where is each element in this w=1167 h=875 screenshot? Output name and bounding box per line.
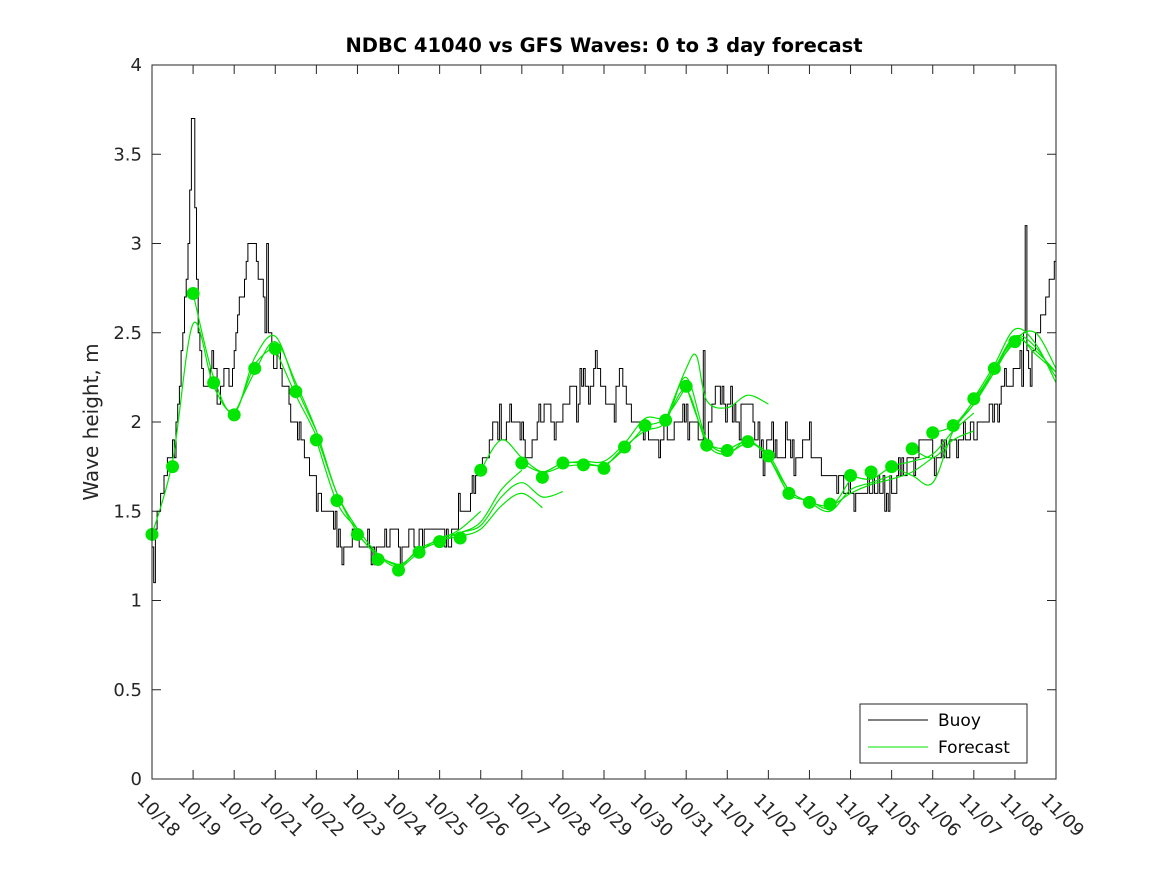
x-tick-label: 11/03: [790, 790, 842, 842]
y-tick-label: 3.5: [113, 144, 142, 165]
forecast-markers: [145, 286, 1022, 577]
forecast-point: [412, 545, 426, 559]
x-tick-label: 10/22: [297, 790, 349, 842]
forecast-point: [720, 444, 734, 458]
forecast-point: [597, 461, 611, 475]
forecast-point: [330, 494, 344, 508]
x-tick-label: 11/07: [954, 790, 1006, 842]
x-tick-label: 10/27: [502, 790, 554, 842]
forecast-point: [885, 460, 899, 474]
y-tick-label: 2: [131, 412, 142, 433]
y-tick-label: 4: [131, 55, 142, 76]
y-axis: 0 0.5 1 1.5 2 2.5 3 3.5 4: [113, 55, 1056, 790]
x-tick-label: 10/18: [132, 790, 184, 842]
forecast-point: [823, 497, 837, 511]
forecast-point: [700, 438, 714, 452]
forecast-point: [946, 419, 960, 433]
forecast-point: [844, 469, 858, 483]
x-tick-label: 10/28: [543, 790, 595, 842]
x-tick-label: 11/01: [708, 790, 760, 842]
x-tick-label: 11/06: [913, 790, 965, 842]
y-tick-label: 1.5: [113, 501, 142, 522]
x-tick-label: 10/29: [584, 790, 636, 842]
forecast-point: [967, 392, 981, 406]
x-tick-label: 10/31: [667, 790, 719, 842]
buoy-series: [152, 118, 1057, 584]
forecast-point: [638, 419, 652, 433]
forecast-point: [618, 440, 632, 454]
plot-area-frame: [151, 64, 1057, 780]
forecast-point: [186, 286, 200, 300]
forecast-point: [659, 413, 673, 427]
forecast-point: [1008, 335, 1022, 349]
x-tick-label: 11/09: [1036, 790, 1088, 842]
legend: Buoy Forecast: [859, 703, 1028, 764]
y-tick-label: 2.5: [113, 323, 142, 344]
x-tick-label: 11/08: [995, 790, 1047, 842]
y-tick-label: 3: [131, 234, 142, 255]
forecast-point: [474, 463, 488, 477]
y-tick-label: 0.5: [113, 680, 142, 701]
forecast-series: [151, 293, 1057, 571]
forecast-point: [741, 435, 755, 449]
forecast-point: [309, 433, 323, 447]
forecast-point: [576, 458, 590, 472]
forecast-point: [248, 361, 262, 375]
forecast-point: [905, 442, 919, 456]
forecast-point: [802, 495, 816, 509]
x-tick-label: 10/19: [174, 790, 226, 842]
forecast-point: [782, 486, 796, 500]
forecast-line: [952, 330, 1057, 427]
forecast-point: [453, 531, 467, 545]
forecast-point: [515, 456, 529, 470]
forecast-point: [268, 342, 282, 356]
forecast-point: [227, 408, 241, 422]
y-tick-label: 1: [131, 591, 142, 612]
forecast-point: [207, 376, 221, 390]
forecast-point: [166, 460, 180, 474]
x-tick-label: 10/30: [626, 790, 678, 842]
y-tick-label: 0: [131, 769, 142, 790]
x-tick-label: 11/05: [872, 790, 924, 842]
x-tick-label: 10/26: [461, 790, 513, 842]
legend-forecast-label: Forecast: [938, 738, 1010, 758]
forecast-line: [911, 430, 975, 459]
forecast-point: [761, 449, 775, 463]
y-axis-label: Wave height, m: [79, 343, 103, 500]
forecast-point: [433, 535, 447, 549]
forecast-point: [556, 456, 570, 470]
x-tick-label: 10/20: [215, 790, 267, 842]
x-tick-label: 11/02: [749, 790, 801, 842]
buoy-line: [152, 118, 1057, 584]
x-tick-label: 10/24: [379, 790, 431, 842]
forecast-point: [864, 465, 878, 479]
forecast-point: [535, 470, 549, 484]
forecast-point: [679, 379, 693, 393]
forecast-line: [973, 327, 1057, 400]
forecast-point: [289, 385, 303, 399]
forecast-line: [665, 353, 769, 421]
x-tick-label: 10/21: [256, 790, 308, 842]
chart-title: NDBC 41040 vs GFS Waves: 0 to 3 day fore…: [345, 34, 862, 57]
legend-box: [859, 703, 1028, 764]
forecast-point: [392, 563, 406, 577]
forecast-point: [371, 552, 385, 566]
x-tick-label: 11/04: [831, 790, 883, 842]
x-tick-label: 10/25: [420, 790, 472, 842]
x-tick-label: 10/23: [338, 790, 390, 842]
forecast-point: [926, 426, 940, 440]
legend-buoy-label: Buoy: [938, 711, 981, 731]
forecast-point: [987, 361, 1001, 375]
forecast-point: [350, 527, 364, 541]
